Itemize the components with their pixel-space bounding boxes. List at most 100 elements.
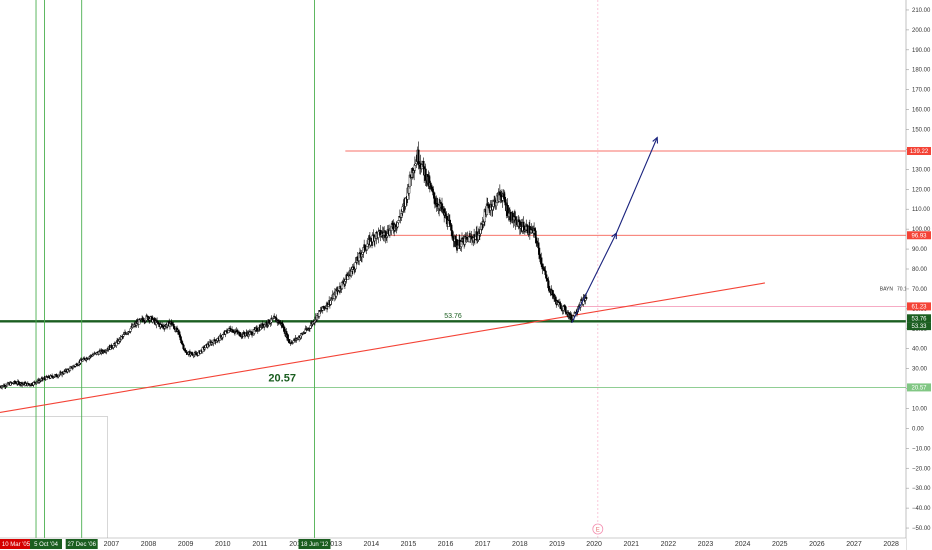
time-tick-label: 2009 — [178, 541, 194, 548]
date-tag-box — [298, 539, 331, 549]
time-tick-label: 2016 — [438, 541, 454, 548]
time-tick-label: 2008 — [141, 541, 157, 548]
candle-body — [422, 161, 425, 167]
price-tick-label: 30.00 — [912, 367, 928, 373]
price-tag[interactable]: 61.23 — [907, 302, 931, 311]
date-tag-box — [65, 539, 98, 549]
price-tick-label: 200.00 — [912, 28, 931, 34]
price-tag-box — [907, 146, 931, 155]
trend-line[interactable] — [0, 282, 765, 414]
price-tick-label: 180.00 — [912, 68, 931, 74]
price-tick-label: 130.00 — [912, 167, 931, 173]
price-tag[interactable]: 139.22 — [907, 146, 931, 155]
time-tick-label: 2014 — [364, 541, 380, 548]
price-tick-label: 150.00 — [912, 128, 931, 134]
price-tick-label: 190.00 — [912, 48, 931, 54]
price-tick-label: 80.00 — [912, 267, 928, 273]
time-tick-label: 2027 — [846, 541, 862, 548]
price-tick-label: −30.00 — [912, 486, 931, 492]
price-tag-box — [907, 314, 931, 323]
date-tag[interactable]: 18 Jun '12 — [298, 539, 331, 549]
candle-body — [365, 245, 369, 251]
time-tick-label: 2023 — [698, 541, 714, 548]
price-tag[interactable]: 96.93 — [907, 231, 931, 240]
trend-line-segment[interactable] — [0, 282, 765, 414]
annotations: 53.76 20.57 BAYN 70.10 — [268, 287, 909, 385]
price-tick-label: 160.00 — [912, 108, 931, 114]
time-tick-label: 2012 — [289, 541, 305, 548]
price-axis[interactable]: 210.00 200.00 190.00 180.00 170.00 160.00 150.… — [905, 0, 932, 550]
last-price-label: 70.10 — [897, 287, 910, 293]
date-tag-label: 10 Mar '05 — [2, 542, 31, 548]
price-tick-label: −20.00 — [912, 466, 931, 472]
candle-body — [585, 297, 588, 299]
time-tick-label: 2028 — [883, 541, 899, 548]
candle-body — [413, 165, 416, 171]
date-tag-box — [0, 539, 32, 549]
price-axis-background — [906, 0, 932, 550]
time-tick-label: 2010 — [215, 541, 231, 548]
price-tag-box — [907, 231, 931, 240]
price-tick-label: −40.00 — [912, 506, 931, 512]
price-tick-label: 170.00 — [912, 88, 931, 94]
price-tick-label: 90.00 — [912, 247, 928, 253]
date-tag[interactable]: 27 Dec '06 — [65, 539, 98, 549]
price-tag-label: 139.22 — [910, 149, 929, 155]
candle-body — [429, 182, 432, 186]
time-tick-label: 2015 — [401, 541, 417, 548]
date-tag-label: 18 Jun '12 — [301, 542, 329, 548]
candle-body — [540, 257, 543, 265]
time-axis[interactable]: 2007 2008 2009 2010 2011 2012 2013 2014 2015 2016… — [0, 537, 906, 550]
time-tick-label: 2024 — [735, 541, 751, 548]
candle-body — [182, 344, 185, 350]
price-tag[interactable]: 53.33 — [907, 322, 931, 331]
date-tag[interactable]: 5 Oct '04 — [30, 539, 62, 549]
price-tag[interactable]: 53.76 — [907, 314, 931, 323]
price-tag-label: 20.57 — [911, 385, 927, 391]
annotation-label: 20.57 — [268, 373, 296, 385]
date-tag-label: 5 Oct '04 — [34, 542, 58, 548]
time-tick-label: 2018 — [512, 541, 528, 548]
event-icon[interactable] — [592, 523, 604, 535]
date-tag-box — [30, 539, 62, 549]
price-tick-label: 0.00 — [912, 426, 924, 432]
time-tick-label: 2013 — [326, 541, 342, 548]
time-tick-label: 2025 — [772, 541, 788, 548]
time-tick-label: 2022 — [661, 541, 677, 548]
price-tick-label: −50.00 — [912, 526, 931, 532]
arrowhead-end — [652, 136, 659, 144]
price-tick-label: 110.00 — [912, 207, 931, 213]
annotation-label: 53.76 — [444, 313, 462, 320]
price-tag-label: 96.93 — [911, 233, 927, 239]
price-tag-box — [907, 302, 931, 311]
price-tick-label: 100.00 — [912, 227, 931, 233]
price-tag-label: 53.76 — [911, 316, 927, 322]
candle-body — [213, 339, 217, 342]
price-tag-box — [907, 322, 931, 331]
candle-body — [433, 192, 436, 199]
candles — [0, 141, 588, 390]
event-icon-label: E — [596, 528, 600, 534]
date-tag[interactable]: 10 Mar '05 — [0, 539, 32, 549]
projection-arrow[interactable] — [571, 136, 659, 324]
time-tick-label: 2026 — [809, 541, 825, 548]
price-tick-label: 120.00 — [912, 187, 931, 193]
price-tick-label: 10.00 — [912, 406, 928, 412]
price-tick-label: 40.00 — [912, 347, 928, 353]
time-tick-label: 2011 — [252, 541, 267, 548]
candle-body — [177, 329, 180, 332]
price-tag[interactable]: 20.57 — [907, 383, 931, 392]
vertical-markers — [35, 0, 315, 538]
price-tag-label: 53.33 — [911, 324, 927, 330]
price-tick-label: −10.00 — [912, 446, 931, 452]
candle-body — [538, 247, 541, 255]
arrowhead-mid — [611, 232, 617, 240]
time-tick-label: 2021 — [623, 541, 639, 548]
price-tick-label: 210.00 — [912, 8, 931, 14]
time-tick-label: 2017 — [475, 541, 491, 548]
date-tag-label: 27 Dec '06 — [67, 542, 96, 548]
price-tick-label: 70.00 — [912, 287, 928, 293]
